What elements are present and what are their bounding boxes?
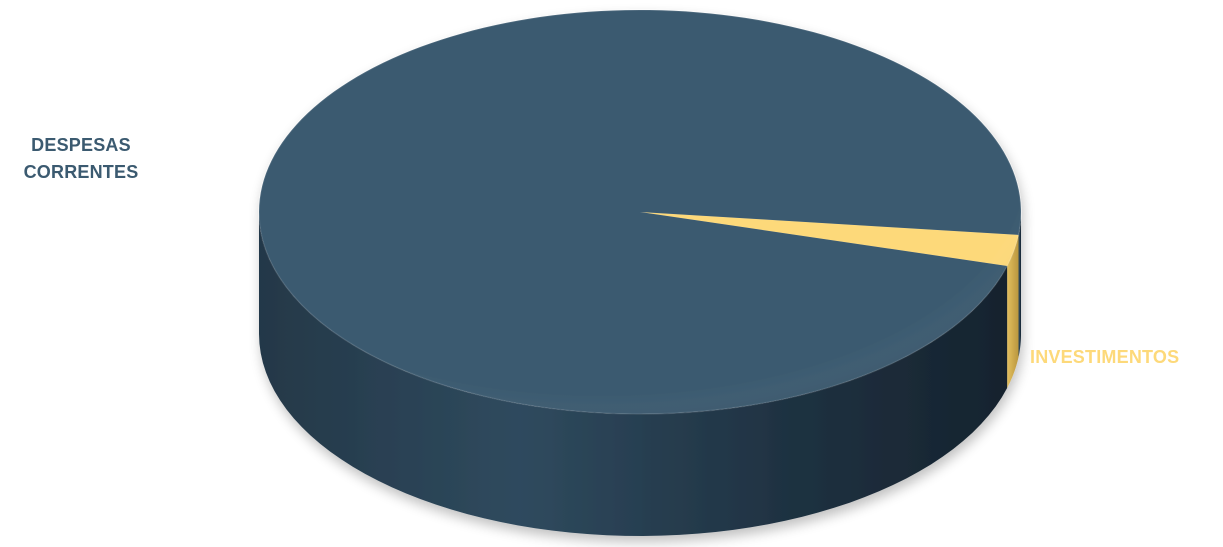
slice-label-despesas-correntes: DESPESAS CORRENTES bbox=[23, 135, 139, 182]
slice-label-investimentos: INVESTIMENTOS bbox=[1030, 347, 1180, 367]
pie-side-despesas-correntes bbox=[259, 212, 1008, 536]
pie-side-despesas-correntes bbox=[1018, 212, 1021, 357]
pie-side-investimentos bbox=[1007, 234, 1019, 388]
pie-top-shading bbox=[258, 9, 1022, 415]
